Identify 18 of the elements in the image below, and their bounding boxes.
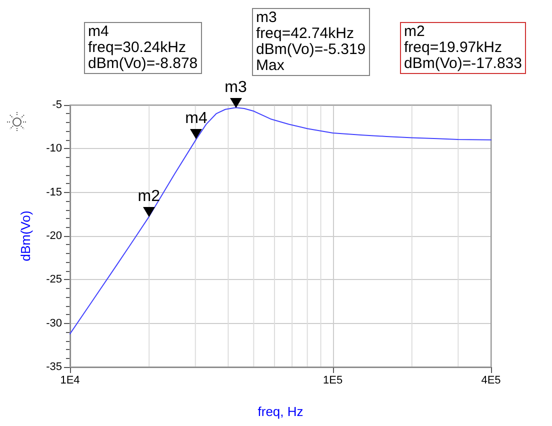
x-tick-label: 1E4 — [60, 374, 80, 386]
y-tick-label: -10 — [46, 142, 62, 155]
annotation: m3 — [224, 78, 247, 96]
text: m4 freq=30.24kHz dBm(Vo)=-8.878 — [84, 22, 202, 74]
annotation: m4 — [185, 110, 208, 128]
y-tick-label: -20 — [46, 230, 62, 242]
annotation: m2 — [138, 188, 160, 205]
y-tick-label: -15 — [46, 186, 62, 198]
text: m3 freq=42.74kHz dBm(Vo)=-5.319 Max — [252, 8, 370, 76]
x-tick-label: 4E5 — [481, 374, 501, 386]
x-tick-label: 1E5 — [323, 374, 343, 386]
x-axis-title: freq, Hz — [258, 404, 304, 419]
y-tick-label: -25 — [46, 274, 62, 286]
y-tick-label: -30 — [46, 317, 62, 330]
y-tick-label: -35 — [46, 361, 62, 373]
y-axis-title: dBm(Vo) — [18, 210, 33, 262]
y-tick-label: -5 — [52, 99, 62, 111]
text: m2 freq=19.97kHz dBm(Vo)=-17.833 — [400, 22, 526, 74]
